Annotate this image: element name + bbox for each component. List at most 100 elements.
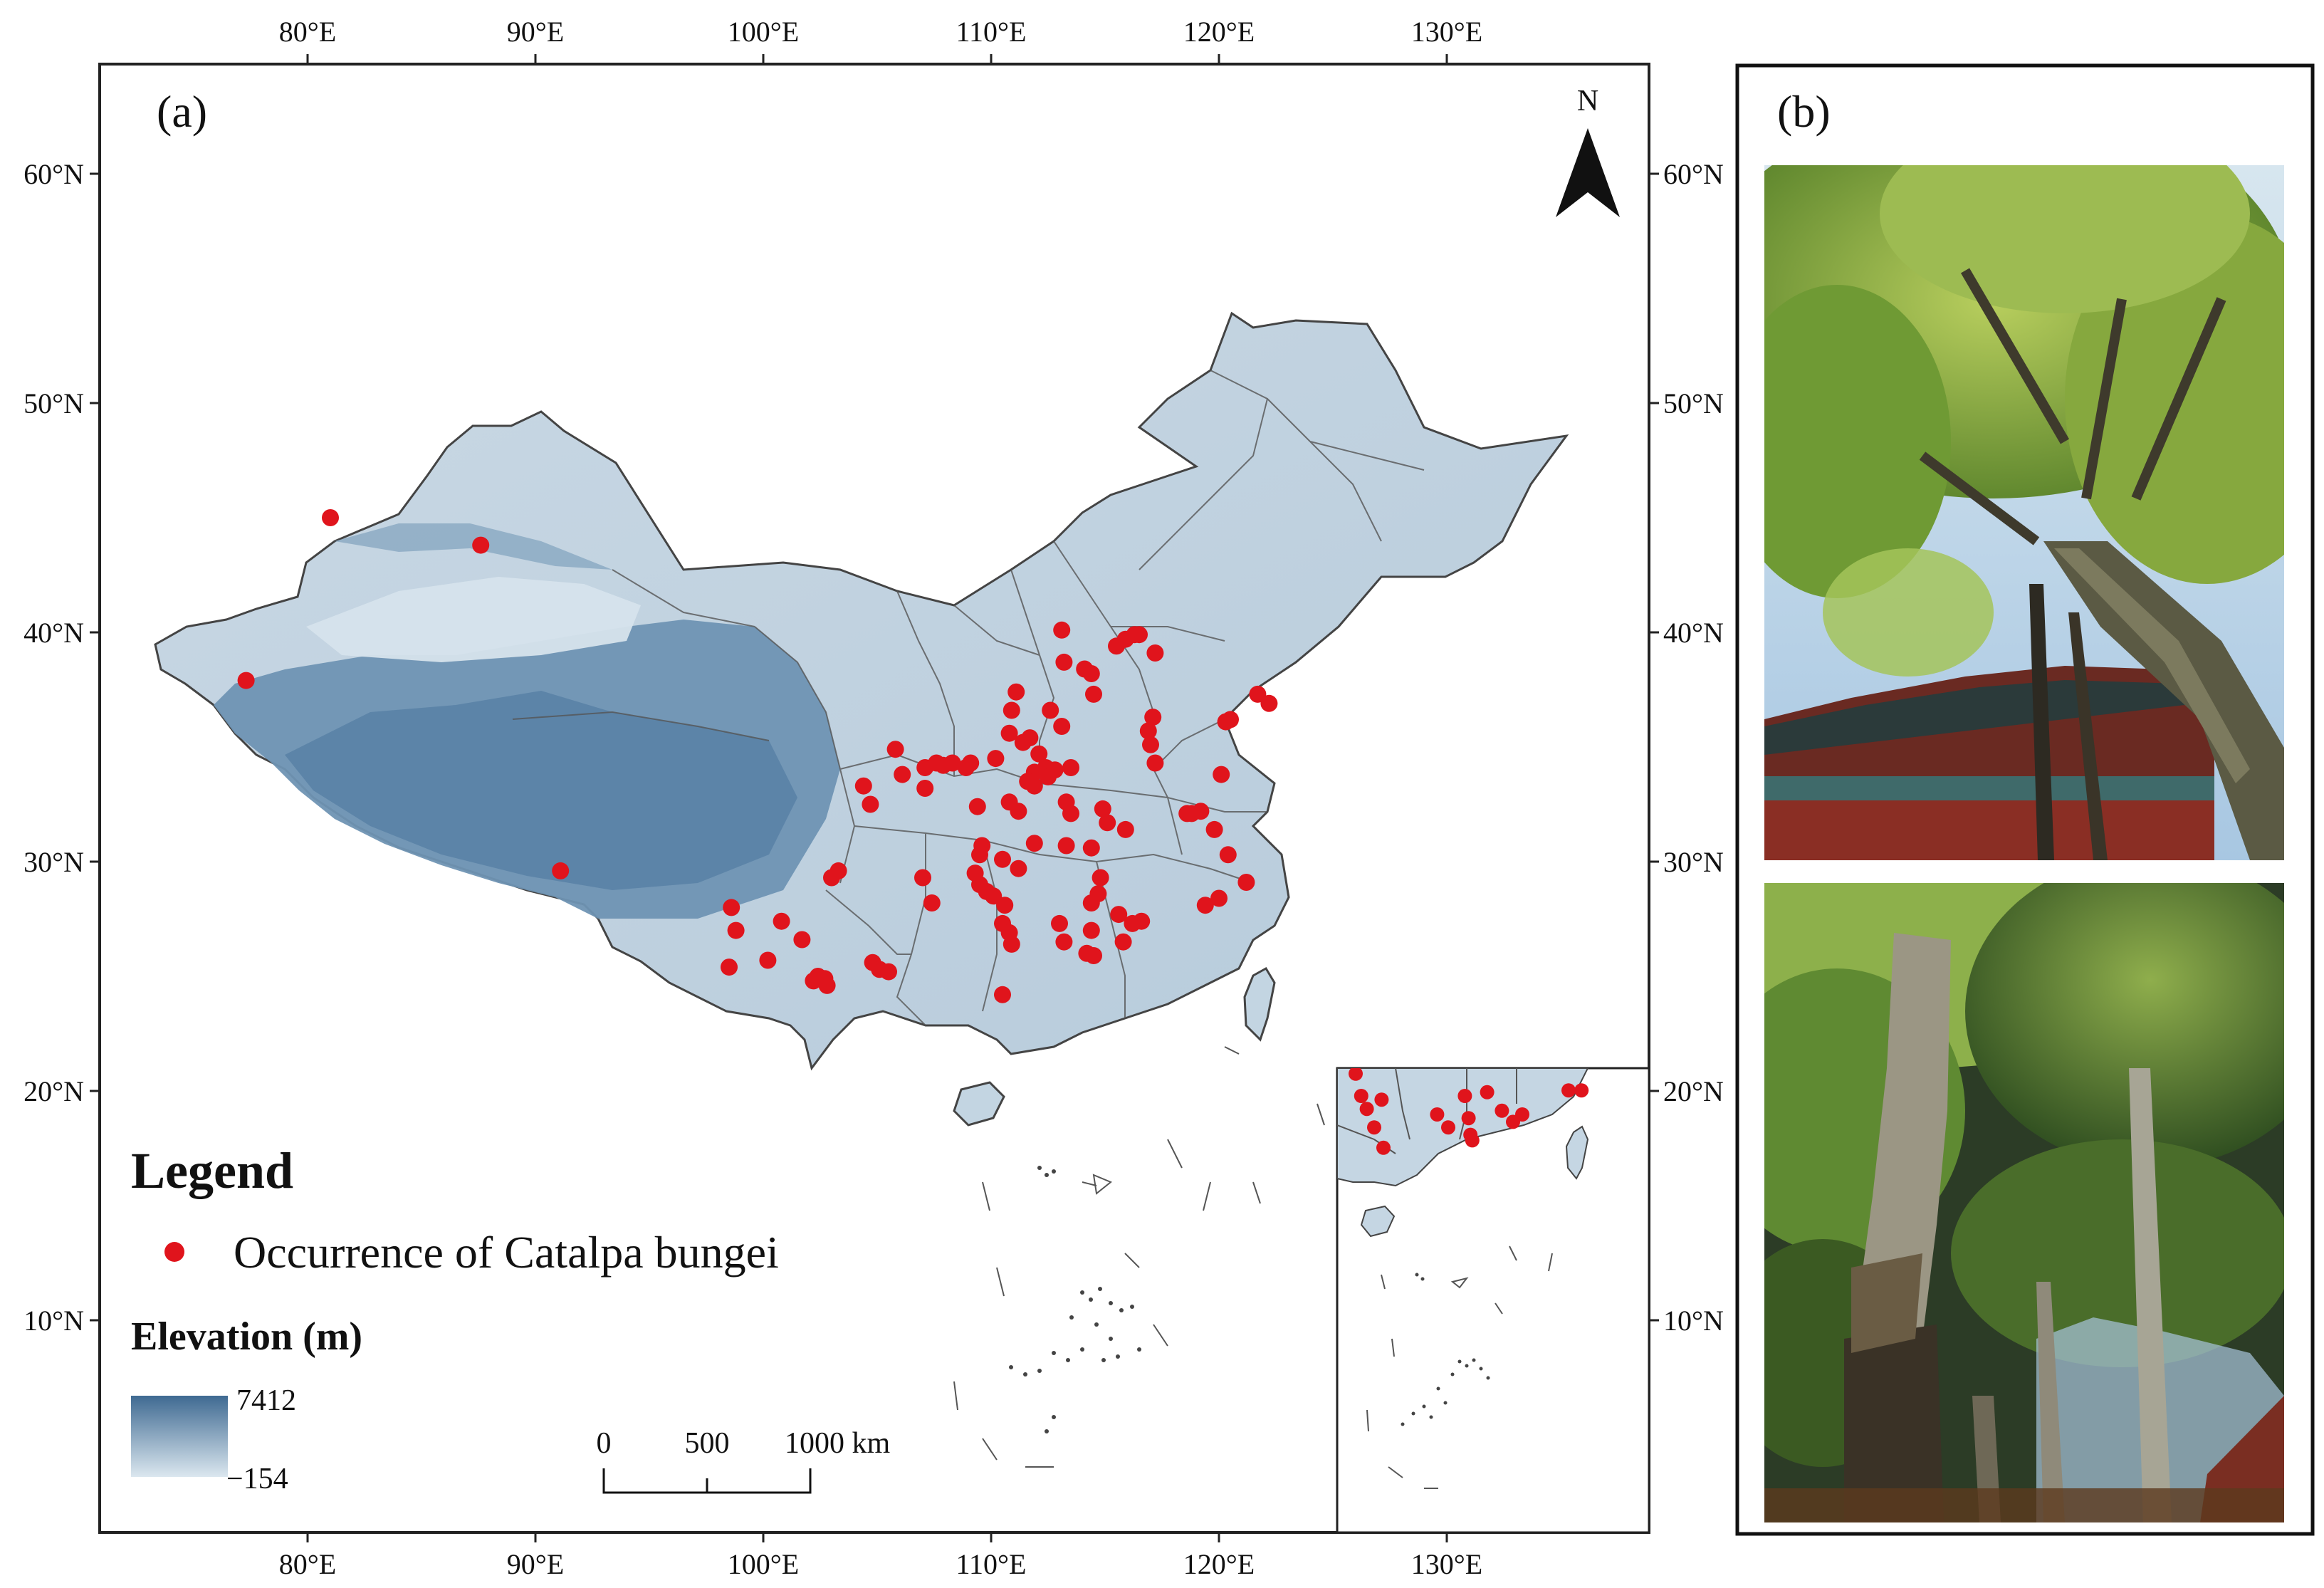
occurrence-point	[793, 931, 811, 949]
inset-hainan	[1360, 1205, 1396, 1238]
occurrence-point	[968, 798, 986, 815]
occurrence-points	[237, 509, 1278, 1003]
occurrence-point	[880, 963, 897, 981]
island-dots	[1009, 1166, 1141, 1433]
legend: Legend Occurrence of Catalpa bungei Elev…	[131, 1142, 779, 1495]
occurrence-point	[1260, 694, 1278, 712]
inset-occurrence-point	[1461, 1111, 1476, 1126]
legend-occurrence-symbol	[164, 1242, 184, 1262]
occurrence-point	[823, 869, 840, 887]
lon-labels-bottom: 80°E 90°E 100°E 110°E 120°E 130°E	[279, 1548, 1482, 1580]
occurrence-point	[723, 899, 740, 916]
scale-bar: 0 500 1000 km	[597, 1427, 891, 1494]
elevation-max: 7412	[236, 1384, 296, 1417]
lon-top-2: 100°E	[728, 16, 799, 48]
occurrence-point	[1042, 701, 1059, 719]
scale-label-0: 0	[597, 1427, 612, 1460]
panel-a-label: (a)	[157, 86, 207, 137]
occurrence-point	[1205, 820, 1223, 838]
occurrence-point	[862, 795, 879, 813]
taiwan	[1243, 966, 1276, 1042]
inset-occurrence-point	[1376, 1140, 1391, 1155]
occurrence-point	[727, 921, 745, 939]
inset-occurrence-point	[1354, 1089, 1368, 1103]
occurrence-point	[894, 766, 911, 783]
occurrence-point	[985, 887, 1003, 905]
occurrence-point	[1062, 805, 1079, 822]
occurrence-point	[1142, 736, 1159, 753]
lon-bottom-4: 120°E	[1183, 1548, 1255, 1580]
lat-labels-left: 60°N 50°N 40°N 30°N 20°N 10°N	[23, 158, 84, 1337]
lat-right-4: 20°N	[1663, 1075, 1724, 1107]
lat-left-5: 10°N	[23, 1305, 84, 1337]
panel-a: N (a)	[23, 16, 1724, 1580]
occurrence-point	[1237, 874, 1255, 891]
occurrence-point	[1192, 803, 1210, 820]
occurrence-point	[721, 958, 738, 976]
occurrence-point	[1146, 754, 1164, 772]
occurrence-point	[773, 912, 790, 930]
inset-occurrence-point	[1465, 1133, 1480, 1148]
inset-occurrence-point	[1374, 1092, 1389, 1107]
occurrence-point	[1114, 933, 1132, 951]
occurrence-point	[472, 536, 490, 554]
scale-label-500: 500	[685, 1427, 730, 1460]
lat-right-5: 10°N	[1663, 1305, 1724, 1337]
occurrence-point	[1222, 711, 1239, 728]
occurrence-point	[1000, 724, 1018, 742]
lat-right-1: 50°N	[1663, 387, 1724, 419]
occurrence-point	[1210, 889, 1228, 907]
occurrence-point	[1085, 947, 1102, 964]
occurrence-point	[973, 837, 991, 855]
occurrence-point	[916, 780, 934, 797]
lon-bottom-5: 130°E	[1411, 1548, 1482, 1580]
occurrence-point	[923, 894, 941, 911]
occurrence-point	[1055, 653, 1073, 671]
occurrence-point	[1089, 885, 1107, 903]
occurrence-point	[1116, 820, 1134, 838]
lat-labels-right: 60°N 50°N 40°N 30°N 20°N 10°N	[1663, 158, 1724, 1337]
occurrence-point	[237, 672, 255, 689]
lat-left-3: 30°N	[23, 846, 84, 878]
lat-left-4: 20°N	[23, 1075, 84, 1107]
lon-bottom-1: 90°E	[507, 1548, 564, 1580]
inset-islands	[1366, 1245, 1553, 1489]
occurrence-point	[1053, 718, 1071, 735]
occurrence-point	[1025, 835, 1043, 852]
tarim-basin	[306, 577, 641, 662]
occurrence-point	[957, 759, 975, 776]
north-label: N	[1577, 85, 1598, 117]
occurrence-point	[1146, 644, 1164, 662]
occurrence-point	[854, 777, 872, 795]
inset-occurrence-point	[1430, 1107, 1445, 1122]
lat-left-0: 60°N	[23, 158, 84, 190]
occurrence-point	[1139, 722, 1157, 740]
south-sea-islands	[953, 1046, 1325, 1468]
scale-label-1000km: 1000 km	[785, 1427, 891, 1460]
elevation-min: −154	[226, 1463, 288, 1495]
lon-top-5: 130°E	[1411, 16, 1482, 48]
lon-bottom-2: 100°E	[728, 1548, 799, 1580]
occurrence-point	[1110, 906, 1128, 924]
occurrence-point	[322, 509, 339, 526]
lon-bottom-0: 80°E	[279, 1548, 336, 1580]
occurrence-point	[928, 754, 946, 772]
plateau-core	[285, 691, 797, 890]
occurrence-point	[886, 741, 904, 758]
lon-labels-top: 80°E 90°E 100°E 110°E 120°E 130°E	[279, 16, 1482, 48]
photo-tree-trunks-forest	[1764, 883, 2284, 1522]
province-boundaries	[512, 370, 1425, 1026]
lon-top-3: 110°E	[956, 16, 1027, 48]
occurrence-point	[1010, 803, 1027, 820]
legend-occurrence-label: Occurrence of Catalpa bungei	[234, 1227, 779, 1278]
occurrence-point	[1051, 914, 1068, 932]
occurrence-point	[818, 976, 836, 994]
inset-occurrence-point	[1480, 1085, 1495, 1099]
graticule-ticks	[90, 54, 1659, 1542]
occurrence-point	[1003, 935, 1020, 953]
occurrence-point	[1082, 839, 1100, 857]
occurrence-point	[1133, 912, 1151, 930]
lon-top-4: 120°E	[1183, 16, 1255, 48]
occurrence-point	[1092, 869, 1109, 887]
inset-occurrence-point	[1561, 1083, 1576, 1098]
